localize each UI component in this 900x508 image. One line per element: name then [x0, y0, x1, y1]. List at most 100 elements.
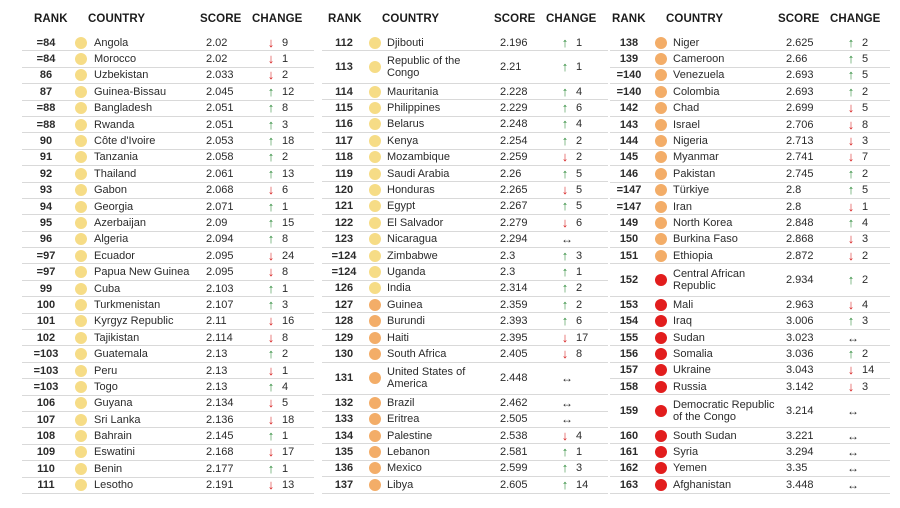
change-value: 5: [576, 184, 583, 197]
rank-cell: 146: [619, 167, 639, 180]
change-cell: ↑ 4: [560, 84, 582, 99]
peace-level-marker: [654, 428, 668, 443]
change-value: 1: [576, 61, 583, 74]
peace-level-dot-icon: [369, 478, 381, 491]
peace-level-marker: [654, 461, 668, 476]
peace-level-marker: [74, 51, 88, 66]
change-value: 3: [576, 462, 583, 475]
peace-level-marker: [74, 445, 88, 460]
arrow-down-icon: ↓: [267, 247, 275, 263]
change-cell: ↓ 2: [846, 248, 868, 263]
peace-level-marker: [368, 117, 382, 132]
change-cell: ↑ 2: [560, 133, 582, 148]
country-cell: Palestine: [387, 429, 433, 442]
country-cell: Central African Republic: [673, 268, 746, 293]
peace-level-dot-icon: [655, 233, 667, 246]
change-cell: ↓ 9: [266, 35, 288, 50]
peace-level-dot-icon: [369, 85, 381, 98]
score-cell: 2.051: [206, 118, 234, 131]
peace-level-dot-icon: [75, 331, 87, 344]
arrow-down-icon: ↓: [847, 231, 855, 247]
table-row: 160 South Sudan 3.221 ↔: [610, 428, 890, 445]
country-cell: Angola: [94, 36, 129, 49]
change-cell: ↓ 6: [266, 183, 288, 198]
rank-cell: =124: [331, 265, 357, 278]
change-value: 2: [862, 85, 869, 98]
change-value: 9: [282, 36, 289, 49]
arrow-up-icon: ↑: [847, 182, 855, 198]
change-cell: ↑ 2: [266, 150, 288, 165]
change-cell: ↑ 13: [266, 166, 295, 181]
score-cell: 2.395: [500, 331, 528, 344]
rank-cell: 106: [36, 397, 56, 410]
rank-cell: =88: [36, 118, 56, 131]
change-cell: ↓ 3: [846, 133, 868, 148]
rank-cell: 156: [619, 347, 639, 360]
rank-cell: 86: [39, 69, 53, 82]
table-row: 100 Turkmenistan 2.107 ↑ 3: [22, 296, 314, 314]
peace-level-marker: [74, 199, 88, 214]
peace-level-dot-icon: [655, 167, 667, 180]
rank-cell: 154: [619, 315, 639, 328]
country-cell: Bahrain: [94, 430, 132, 443]
rank-cell: 159: [619, 405, 639, 418]
change-value: 1: [576, 36, 583, 49]
peace-level-marker: [368, 199, 382, 214]
change-value: 4: [576, 429, 583, 442]
change-value: 2: [576, 298, 583, 311]
change-value: 3: [862, 380, 869, 393]
rank-cell: 127: [334, 298, 354, 311]
peace-level-dot-icon: [655, 85, 667, 98]
rank-cell: 150: [619, 233, 639, 246]
peace-level-dot-icon: [75, 298, 87, 311]
rank-cell: 91: [39, 151, 53, 164]
change-cell: ↑ 2: [560, 281, 582, 296]
rank-cell: =88: [36, 102, 56, 115]
arrow-up-icon: ↑: [267, 296, 275, 312]
country-cell: Republic of the Congo: [387, 55, 461, 80]
change-cell: ↑ 6: [560, 100, 582, 115]
table-row: 92 Thailand 2.061 ↑ 13: [22, 166, 314, 183]
country-cell: Niger: [673, 36, 700, 49]
peace-level-dot-icon: [655, 315, 667, 328]
score-cell: 2.21: [500, 61, 522, 74]
peace-level-marker: [368, 444, 382, 459]
peace-level-dot-icon: [75, 151, 87, 164]
arrow-up-icon: ↑: [267, 231, 275, 247]
table-row: =140 Colombia 2.693 ↑ 2: [610, 84, 890, 101]
change-cell: ↔: [560, 363, 574, 395]
arrow-down-icon: ↓: [267, 313, 275, 329]
peace-level-marker: [74, 379, 88, 394]
change-value: 6: [576, 102, 583, 115]
rank-header: RANK: [612, 13, 646, 25]
rank-cell: 131: [334, 372, 354, 385]
arrow-up-icon: ↑: [847, 345, 855, 361]
rank-cell: 93: [39, 184, 53, 197]
arrow-left-right-icon: ↔: [847, 461, 859, 476]
table-row: 106 Guyana 2.134 ↓ 5: [22, 396, 314, 412]
peace-level-dot-icon: [655, 249, 667, 262]
change-cell: ↔: [846, 444, 860, 459]
table-row: 143 Israel 2.706 ↓ 8: [610, 117, 890, 134]
peace-level-marker: [654, 346, 668, 361]
change-value: 3: [862, 135, 869, 148]
peace-level-dot-icon: [75, 200, 87, 213]
peace-level-dot-icon: [369, 396, 381, 409]
arrow-left-right-icon: ↔: [847, 445, 859, 460]
rank-cell: 139: [619, 53, 639, 66]
table-row: 108 Bahrain 2.145 ↑ 1: [22, 428, 314, 445]
change-cell: ↑ 3: [560, 248, 582, 263]
change-cell: ↑ 4: [266, 379, 288, 394]
score-cell: 2.8: [786, 184, 802, 197]
score-cell: 2.294: [500, 233, 528, 246]
rank-header: RANK: [34, 13, 68, 25]
arrow-down-icon: ↓: [561, 182, 569, 198]
country-cell: Papua New Guinea: [94, 266, 190, 279]
rank-cell: 163: [619, 478, 639, 491]
arrow-left-right-icon: ↔: [561, 412, 573, 427]
peace-level-dot-icon: [655, 364, 667, 377]
peace-level-marker: [74, 101, 88, 116]
peace-level-marker: [654, 330, 668, 345]
rank-cell: 87: [39, 85, 53, 98]
rank-cell: 134: [334, 429, 354, 442]
